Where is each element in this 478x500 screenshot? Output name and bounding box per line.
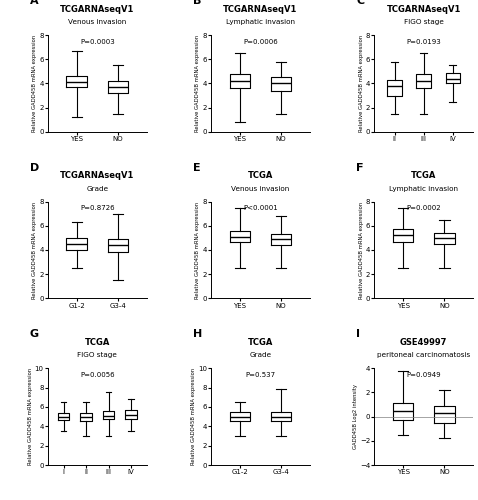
Text: GSE49997: GSE49997 xyxy=(400,338,447,347)
Text: FIGO stage: FIGO stage xyxy=(77,352,117,358)
Text: P=0.537: P=0.537 xyxy=(245,372,276,378)
Text: G: G xyxy=(30,329,39,339)
Text: Venous invasion: Venous invasion xyxy=(68,20,126,26)
Text: Grade: Grade xyxy=(86,186,109,192)
Y-axis label: Relative GADD45B mRNA expression: Relative GADD45B mRNA expression xyxy=(32,35,37,132)
Text: peritoneal carcinomatosis: peritoneal carcinomatosis xyxy=(377,352,470,358)
Text: D: D xyxy=(30,162,39,172)
Text: TCGARNAseqV1: TCGARNAseqV1 xyxy=(60,4,134,14)
Y-axis label: Relative GADD45B mRNA expression: Relative GADD45B mRNA expression xyxy=(196,202,200,298)
Text: TCGA: TCGA xyxy=(85,338,110,347)
Text: TCGARNAseqV1: TCGARNAseqV1 xyxy=(223,4,298,14)
Text: H: H xyxy=(193,329,203,339)
Text: TCGA: TCGA xyxy=(411,172,436,180)
Text: E: E xyxy=(193,162,201,172)
Y-axis label: Relative GADD45B mRNA expression: Relative GADD45B mRNA expression xyxy=(358,202,364,298)
Y-axis label: Relative GADD45B mRNA expression: Relative GADD45B mRNA expression xyxy=(191,368,196,465)
Text: P=0.0056: P=0.0056 xyxy=(80,372,115,378)
Text: TCGARNAseqV1: TCGARNAseqV1 xyxy=(387,4,461,14)
Text: C: C xyxy=(357,0,365,6)
Text: Lymphatic invasion: Lymphatic invasion xyxy=(226,20,295,26)
Text: P=0.0949: P=0.0949 xyxy=(406,372,441,378)
Y-axis label: Relative GADD45B mRNA expression: Relative GADD45B mRNA expression xyxy=(28,368,33,465)
Text: P=0.8726: P=0.8726 xyxy=(80,206,115,212)
Text: P=0.0002: P=0.0002 xyxy=(406,206,441,212)
Text: TCGA: TCGA xyxy=(248,172,273,180)
Text: A: A xyxy=(30,0,39,6)
Text: B: B xyxy=(193,0,202,6)
Text: Lymphatic invasion: Lymphatic invasion xyxy=(389,186,458,192)
Text: I: I xyxy=(357,329,360,339)
Y-axis label: Relative GADD45B mRNA expression: Relative GADD45B mRNA expression xyxy=(358,35,364,132)
Text: P=0.0006: P=0.0006 xyxy=(243,38,278,44)
Text: P=0.0003: P=0.0003 xyxy=(80,38,115,44)
Text: P<0.0001: P<0.0001 xyxy=(243,206,278,212)
Y-axis label: Relative GADD45B mRNA expression: Relative GADD45B mRNA expression xyxy=(196,35,200,132)
Text: Grade: Grade xyxy=(250,352,272,358)
Text: P=0.0193: P=0.0193 xyxy=(406,38,441,44)
Text: F: F xyxy=(357,162,364,172)
Text: Venous invasion: Venous invasion xyxy=(231,186,290,192)
Text: FIGO stage: FIGO stage xyxy=(404,20,444,26)
Text: TCGARNAseqV1: TCGARNAseqV1 xyxy=(60,172,134,180)
Y-axis label: Relative GADD45B mRNA expression: Relative GADD45B mRNA expression xyxy=(32,202,37,298)
Y-axis label: GADD45B Log2 intensity: GADD45B Log2 intensity xyxy=(353,384,358,449)
Text: TCGA: TCGA xyxy=(248,338,273,347)
